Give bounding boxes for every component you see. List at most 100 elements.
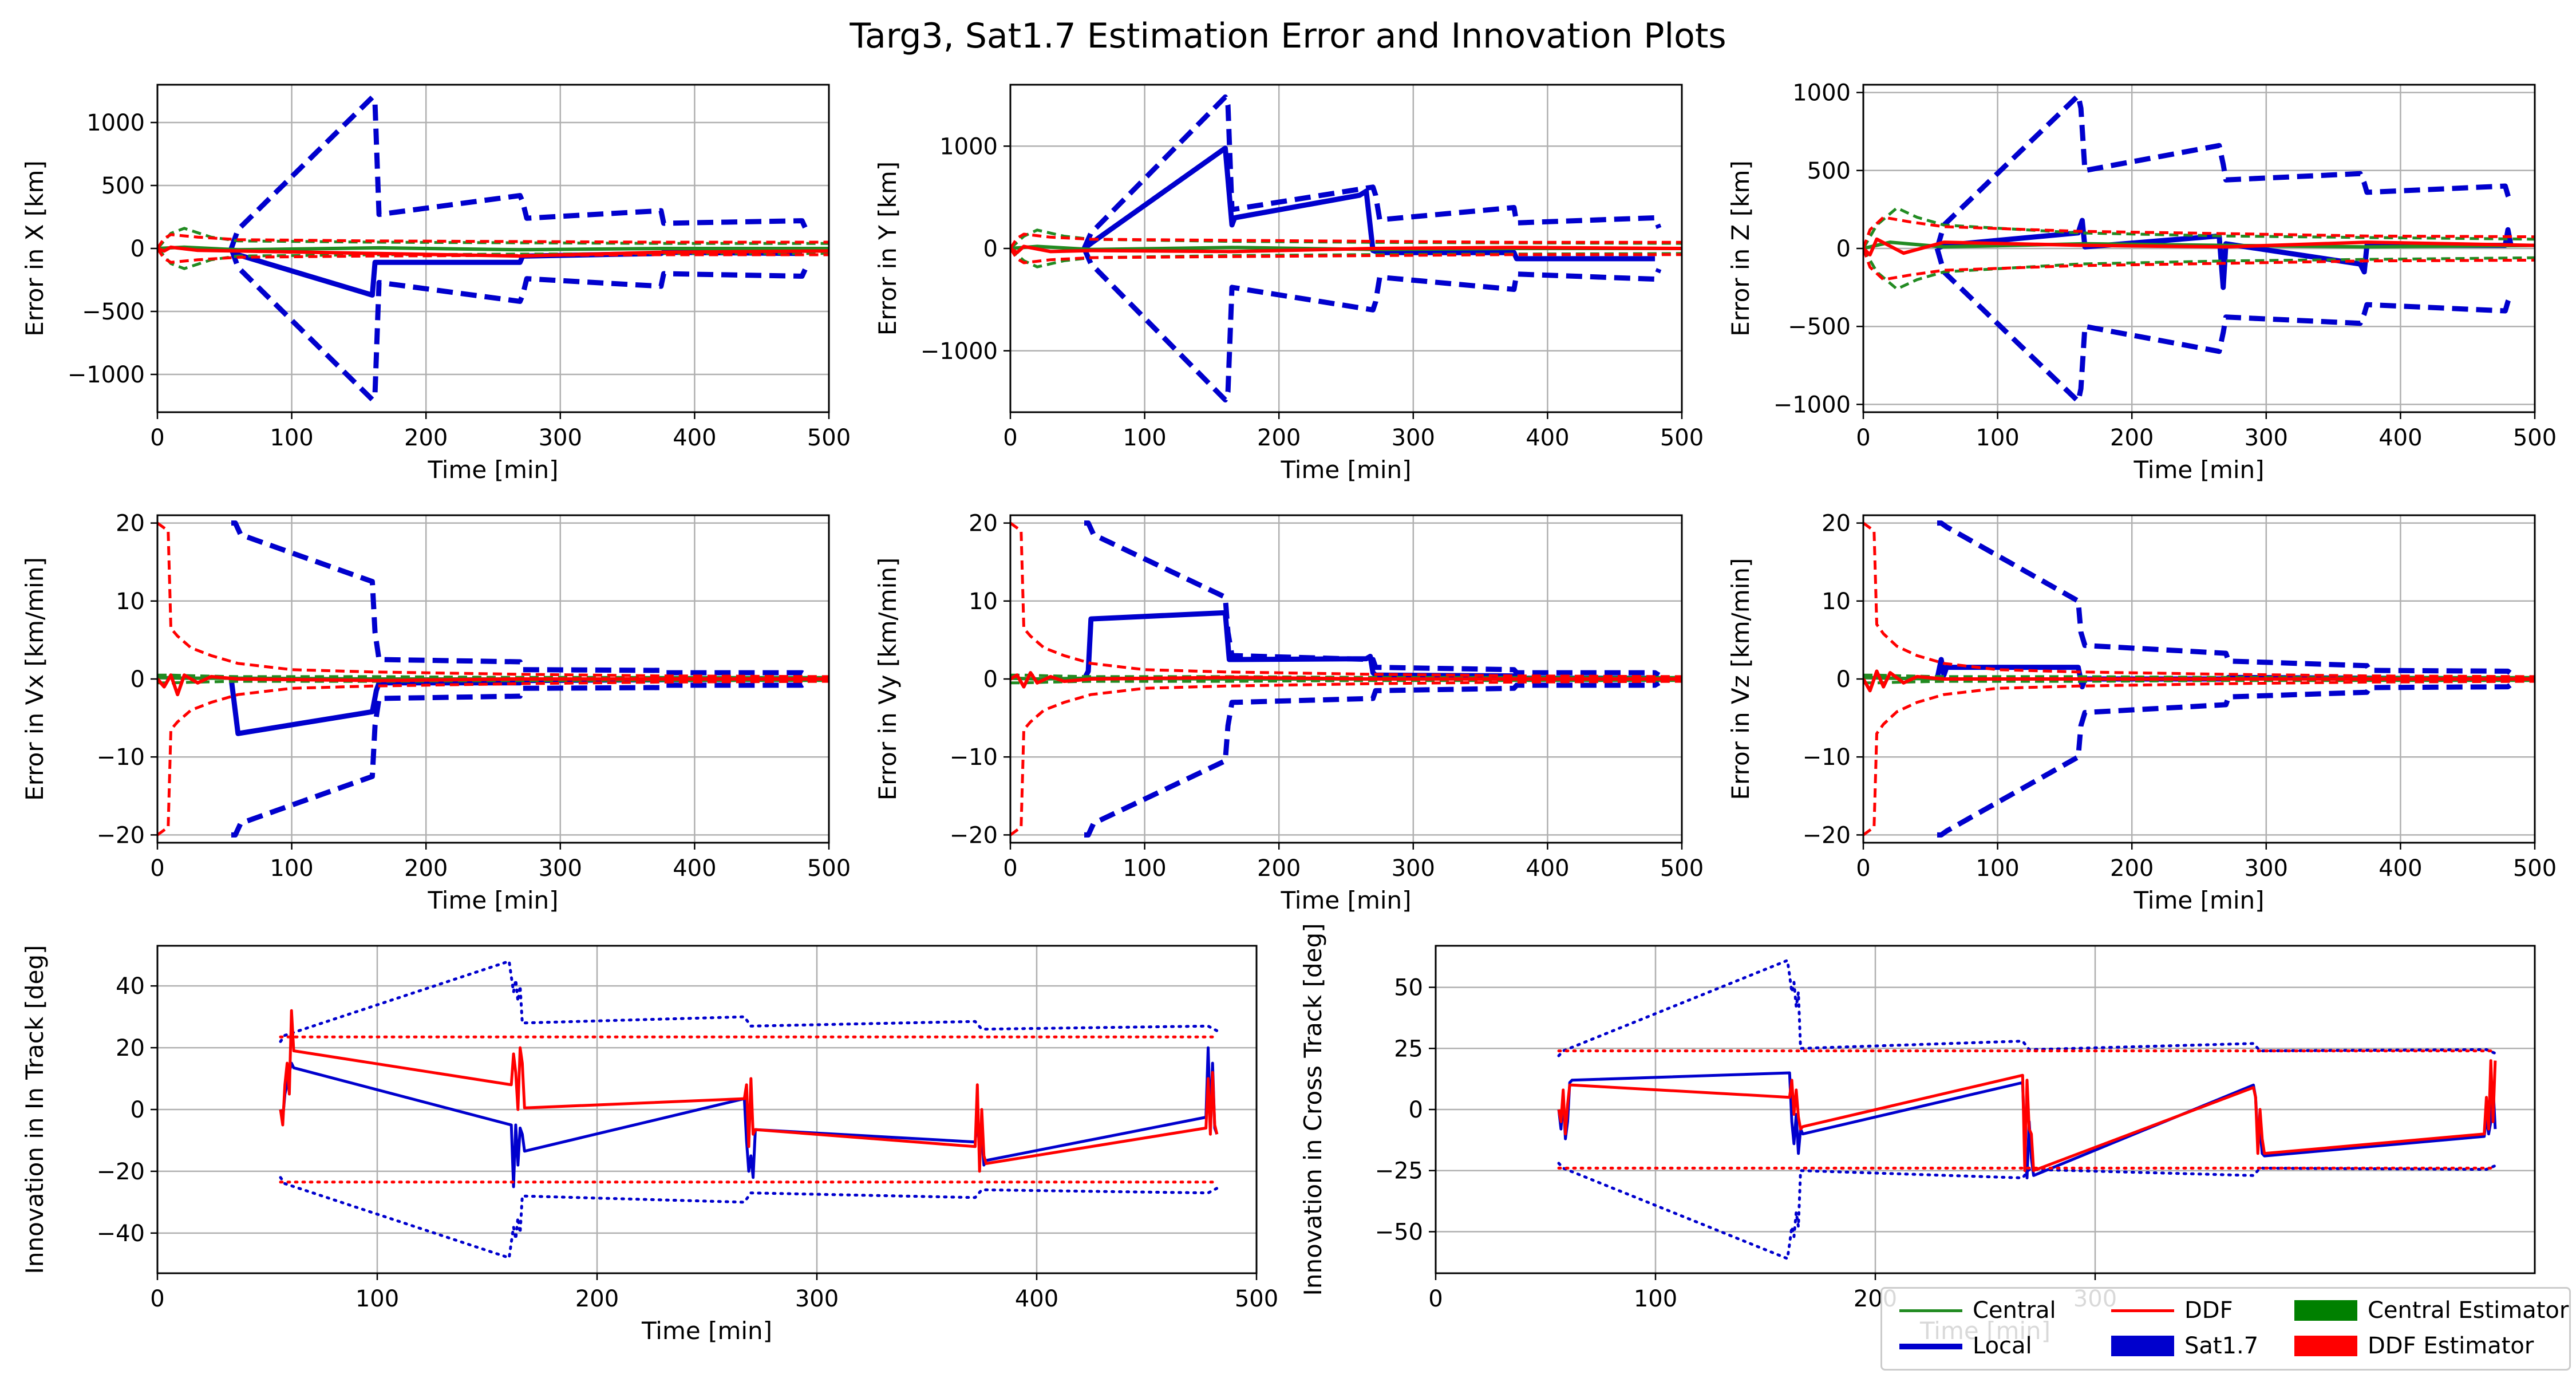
- y-tick-label: 20: [116, 1035, 145, 1061]
- x-tick-label: 300: [2245, 425, 2288, 451]
- y-tick-label: 10: [1822, 589, 1851, 615]
- series-ddf-error: [1863, 669, 2535, 693]
- series-ddf-cov-upper: [1863, 216, 2535, 249]
- series-ddf-cov-upper: [157, 233, 829, 250]
- legend-swatch-sat: [2111, 1330, 2174, 1362]
- series-ddf-cov-lower: [1010, 680, 1682, 836]
- y-tick-label: −10: [97, 744, 145, 771]
- x-tick-label: 200: [1257, 855, 1301, 882]
- y-tick-label: −10: [950, 744, 998, 771]
- series-ddf-cov-lower: [1863, 248, 2535, 281]
- x-tick-label: 300: [1392, 425, 1435, 451]
- series-ddf-cov-upper: [157, 522, 829, 678]
- x-tick-label: 500: [1235, 1286, 1278, 1312]
- series-local-gate-upper: [279, 960, 1219, 1043]
- legend-swatch-central: [1899, 1294, 1962, 1326]
- legend-item-central: Central: [1899, 1294, 2056, 1326]
- figure-title: Targ3, Sat1.7 Estimation Error and Innov…: [850, 16, 1726, 56]
- series-ddf-innovation: [1557, 1059, 2497, 1172]
- x-tick-label: 0: [150, 855, 164, 882]
- y-tick-label: 1000: [86, 110, 145, 136]
- x-tick-label: 0: [1428, 1286, 1443, 1312]
- legend: Central Local DDF Sat1.7 Central Estimat…: [1880, 1287, 2571, 1371]
- y-tick-label: 0: [1409, 1097, 1423, 1123]
- legend-item-sat: Sat1.7: [2111, 1330, 2258, 1362]
- y-axis-label: Error in Vy [km/min]: [874, 558, 902, 801]
- series-local-cov-lower: [1937, 681, 2514, 838]
- y-axis-label: Innovation in Cross Track [deg]: [1299, 923, 1327, 1296]
- x-tick-label: 300: [795, 1286, 839, 1312]
- subplot-4: 0 100 200 300 400 500 −20 −10 0 10 20 Time [min] Err…: [21, 511, 851, 914]
- y-tick-label: −1000: [1773, 392, 1851, 418]
- series-ddf-error: [157, 245, 829, 258]
- legend-label-central-estimator: Central Estimator: [2368, 1297, 2569, 1324]
- legend-item-central-estimator: Central Estimator: [2294, 1294, 2569, 1326]
- x-tick-label: 300: [539, 425, 582, 451]
- subplot-5: 0 100 200 300 400 500 −20 −10 0 10 20 Time [min] Err…: [874, 511, 1704, 914]
- y-tick-label: 10: [116, 589, 145, 615]
- legend-item-ddf: DDF: [2111, 1294, 2233, 1326]
- series-ddf-innovation: [279, 1009, 1219, 1173]
- y-tick-label: −20: [97, 822, 145, 848]
- y-tick-label: 500: [101, 173, 145, 199]
- y-tick-label: 20: [969, 511, 998, 537]
- legend-label-ddf-estimator: DDF Estimator: [2368, 1333, 2534, 1359]
- series-group: [1010, 94, 1682, 402]
- x-tick-label: 0: [1003, 855, 1017, 882]
- series-ddf-cov-upper: [1010, 232, 1682, 250]
- series-group: [1863, 93, 2535, 404]
- y-tick-label: −500: [1788, 314, 1851, 340]
- y-tick-label: 0: [983, 236, 998, 262]
- x-tick-label: 400: [1526, 855, 1569, 882]
- x-tick-label: 0: [150, 425, 164, 451]
- series-group: [1557, 959, 2497, 1260]
- y-tick-label: 1000: [1792, 80, 1851, 106]
- y-tick-label: 0: [983, 666, 998, 693]
- y-axis-label: Error in X [km]: [21, 160, 49, 337]
- series-ddf-cov-lower: [157, 247, 829, 264]
- legend-swatch-ddf-estimator: [2294, 1330, 2357, 1362]
- y-tick-label: 10: [969, 589, 998, 615]
- y-tick-label: −20: [950, 822, 998, 848]
- series-ddf-error: [157, 673, 829, 697]
- y-tick-label: −50: [1375, 1219, 1423, 1245]
- series-local-cov-lower: [1084, 680, 1661, 838]
- x-axis-label: Time [min]: [641, 1317, 772, 1345]
- legend-label-ddf: DDF: [2184, 1297, 2233, 1324]
- legend-label-sat: Sat1.7: [2184, 1333, 2259, 1359]
- y-tick-label: 0: [1836, 236, 1851, 262]
- x-tick-label: 0: [150, 1286, 164, 1312]
- y-tick-label: −1000: [68, 362, 145, 388]
- x-tick-label: 500: [1660, 855, 1704, 882]
- y-tick-label: 500: [1807, 158, 1851, 184]
- series-local-error: [1082, 610, 1656, 681]
- series-ddf-cov-upper: [1010, 522, 1682, 678]
- series-ddf-error: [1010, 671, 1682, 689]
- x-axis-label: Time [min]: [2133, 886, 2264, 914]
- series-ddf-cov-upper: [1863, 522, 2535, 678]
- x-tick-label: 100: [270, 855, 313, 882]
- x-tick-label: 200: [404, 425, 448, 451]
- y-tick-label: −25: [1375, 1158, 1423, 1185]
- series-central-cov-lower: [1863, 247, 2535, 291]
- series-local-cov-upper: [231, 520, 808, 678]
- x-axis-label: Time [min]: [1280, 456, 1411, 484]
- y-tick-label: 0: [1836, 666, 1851, 693]
- x-axis-label: Time [min]: [1280, 886, 1411, 914]
- y-axis-label: Error in Vz [km/min]: [1726, 558, 1755, 800]
- x-tick-label: 500: [2513, 425, 2557, 451]
- x-tick-label: 200: [2110, 855, 2154, 882]
- x-tick-label: 100: [270, 425, 313, 451]
- series-local-cov-upper: [1081, 94, 1662, 250]
- y-tick-label: 25: [1394, 1036, 1423, 1062]
- x-tick-label: 100: [1123, 425, 1166, 451]
- x-tick-label: 100: [1634, 1286, 1677, 1312]
- y-tick-label: −40: [97, 1221, 145, 1247]
- subplot-2: 0 100 200 300 400 500 −1000 0 1000 Time [min] Erro…: [874, 84, 1704, 484]
- x-tick-label: 400: [1015, 1286, 1058, 1312]
- x-tick-label: 100: [1123, 855, 1166, 882]
- x-tick-label: 300: [2245, 855, 2288, 882]
- subplot-7: 0 100 200 300 400 500 −40 −20 0 20 40 Time [min] Inn…: [21, 945, 1278, 1345]
